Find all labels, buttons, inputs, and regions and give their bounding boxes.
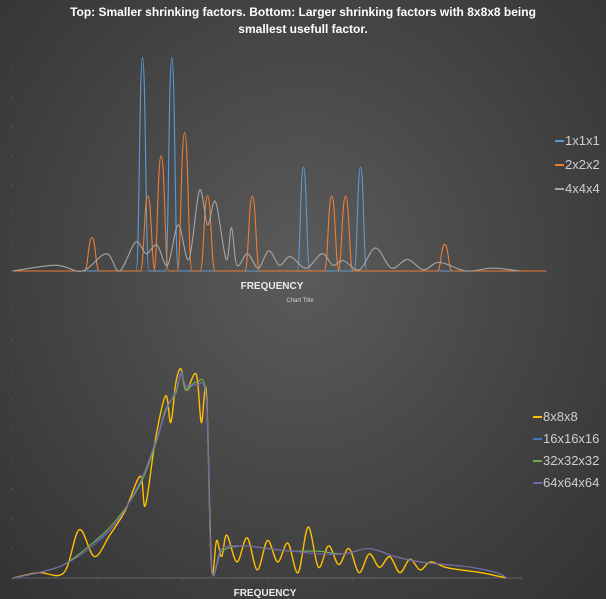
bottom-chart-x-axis-title: FREQUENCY — [234, 588, 297, 599]
bottom-chart-plot-area — [12, 368, 508, 579]
heading-line-2: smallest usefull factor. — [238, 22, 368, 36]
top-chart-plot-area — [12, 56, 546, 272]
top-chart: FREQUENCY 1x1x1 2x2x2 4x4x4 — [11, 39, 600, 292]
top-chart-x-axis-title: FREQUENCY — [241, 281, 304, 292]
heading-line-1: Top: Smaller shrinking factors. Bottom: … — [70, 5, 536, 19]
bottom-series-line-8x8x8 — [12, 368, 507, 579]
bottom-chart-title: Chart Title — [286, 298, 314, 304]
top-series-line-1x1x1 — [12, 56, 546, 272]
bottom-legend-entry-32x32x32: 32x32x32 — [543, 453, 599, 468]
top-series-line-2x2x2 — [12, 131, 546, 272]
bottom-series-line-64x64x64 — [12, 373, 508, 579]
bottom-legend-entry-16x16x16: 16x16x16 — [543, 431, 599, 446]
bottom-legend-entry-64x64x64: 64x64x64 — [543, 475, 599, 490]
bottom-chart-legend: 8x8x8 16x16x16 32x32x32 64x64x64 — [533, 409, 599, 490]
top-legend-entry-2x2x2: 2x2x2 — [565, 157, 600, 172]
top-legend-entry-4x4x4: 4x4x4 — [565, 181, 600, 196]
figure-heading: Top: Smaller shrinking factors. Bottom: … — [0, 4, 606, 38]
bottom-legend-entry-8x8x8: 8x8x8 — [543, 409, 578, 424]
top-legend-entry-1x1x1: 1x1x1 — [565, 133, 600, 148]
bottom-chart: Chart Title FREQUENCY 8x8x8 16x16x16 32x32… — [11, 298, 599, 599]
top-chart-legend: 1x1x1 2x2x2 4x4x4 — [555, 133, 600, 196]
top-series-line-4x4x4 — [12, 189, 520, 272]
bottom-chart-axes — [11, 309, 523, 580]
